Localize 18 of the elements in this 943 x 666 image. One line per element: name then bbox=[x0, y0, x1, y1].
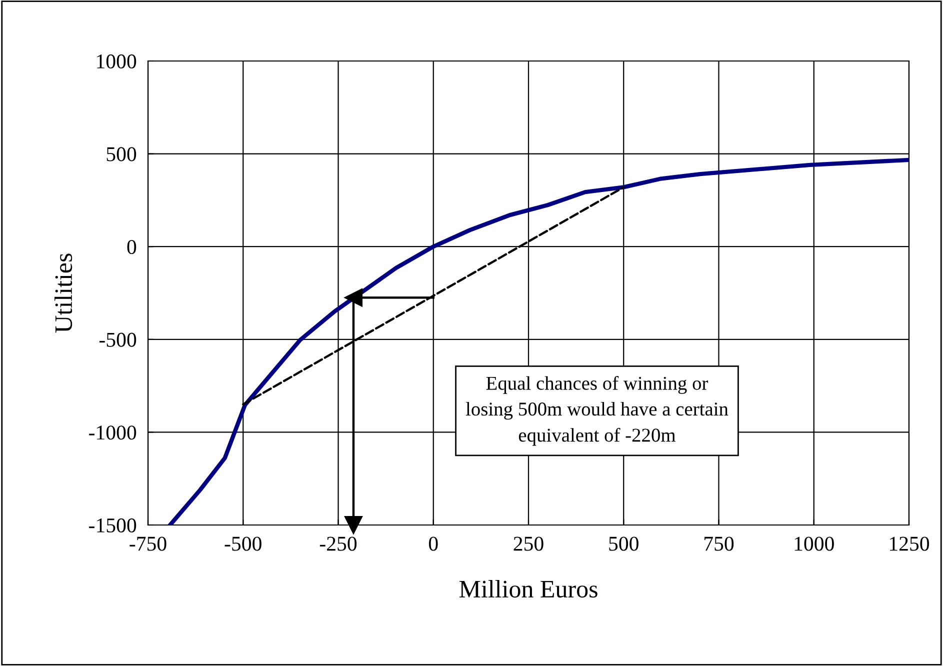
x-tick-label: -500 bbox=[224, 536, 262, 551]
y-tick-label: -500 bbox=[99, 332, 136, 347]
annotation: Equal chances of winning or losing 500m would have a certain equivalent of -220m bbox=[466, 376, 728, 446]
x-tick-label: 500 bbox=[609, 536, 638, 551]
x-tick-label: -750 bbox=[130, 536, 166, 551]
x-tick-label: -250 bbox=[320, 536, 357, 551]
y-tick-label: 1000 bbox=[97, 54, 136, 68]
x-tick-label: 1250 bbox=[890, 536, 930, 551]
y-tick-label: -1500 bbox=[89, 518, 136, 532]
y-tick-label: 500 bbox=[106, 147, 136, 162]
x-tick-label: 250 bbox=[514, 536, 544, 551]
y-axis-title: Utilities bbox=[54, 254, 72, 333]
x-axis-title: Million Euros bbox=[459, 580, 598, 598]
y-tick-label: -1000 bbox=[89, 426, 136, 440]
x-tick-label: 0 bbox=[428, 536, 438, 551]
x-tick-label: 750 bbox=[704, 536, 734, 551]
y-tick-label: 0 bbox=[127, 240, 136, 254]
x-tick-label: 1000 bbox=[794, 536, 834, 551]
